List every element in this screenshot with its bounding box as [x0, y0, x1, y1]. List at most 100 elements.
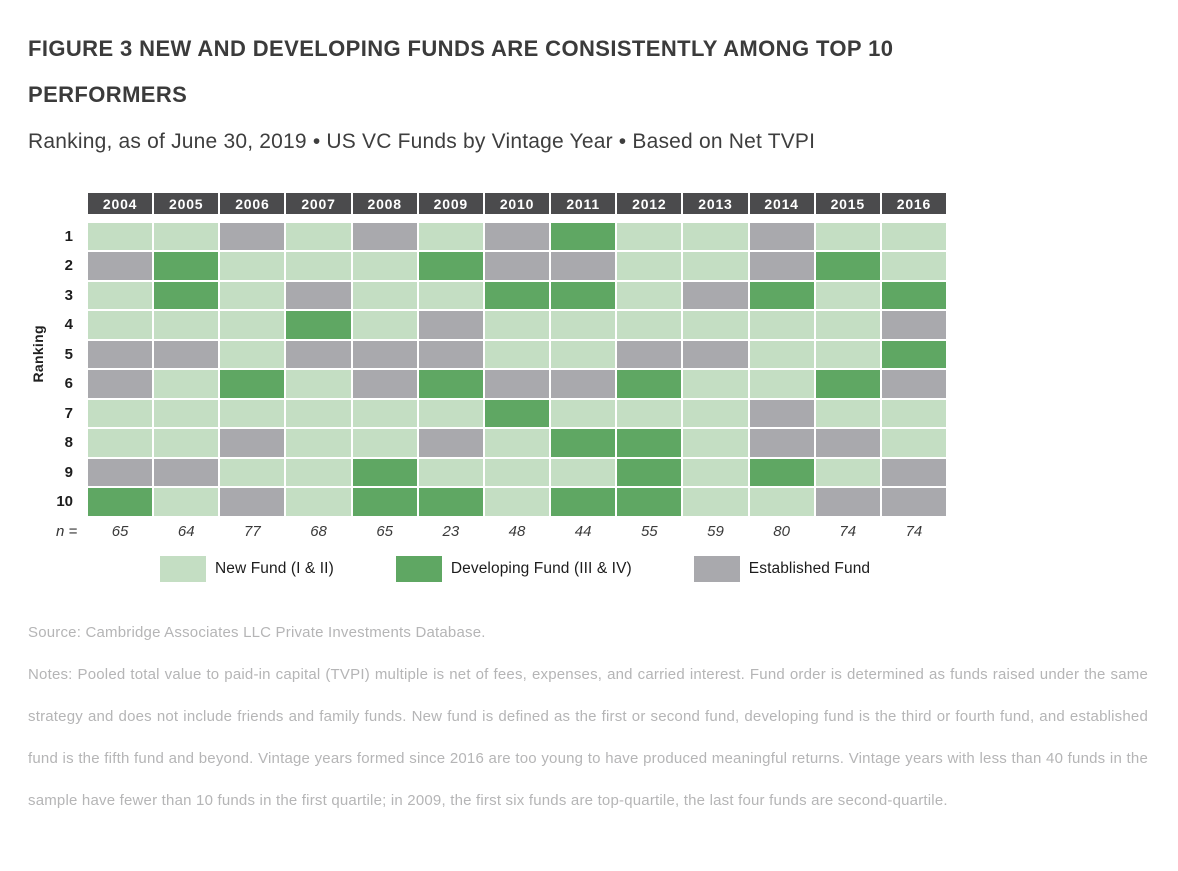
fund-rank-cell	[881, 222, 946, 250]
fund-rank-cell	[418, 458, 483, 486]
fund-rank-cell	[749, 429, 814, 457]
fund-rank-cell	[551, 370, 616, 398]
year-column-header: 2013	[683, 193, 748, 214]
year-column-header: 2014	[749, 193, 814, 214]
fund-rank-cell	[683, 488, 748, 516]
fund-rank-cell	[484, 222, 550, 250]
figure-subtitle: Ranking, as of June 30, 2019 • US VC Fun…	[28, 130, 816, 153]
fund-rank-cell	[749, 222, 814, 250]
n-value: 55	[640, 522, 658, 540]
legend: New Fund (I & II) Developing Fund (III & …	[160, 555, 1150, 582]
year-column-header: 2007	[286, 193, 351, 214]
fund-rank-cell	[88, 252, 153, 280]
fund-rank-cell	[551, 340, 616, 368]
fund-rank-cell	[418, 370, 483, 398]
n-value: 74	[905, 522, 923, 540]
fund-rank-cell	[881, 370, 946, 398]
fund-rank-cell	[286, 370, 351, 398]
rank-row-label: 2	[64, 257, 73, 275]
fund-rank-cell	[418, 429, 483, 457]
fund-rank-cell	[418, 222, 483, 250]
fund-rank-cell	[551, 458, 616, 486]
fund-rank-cell	[881, 281, 946, 309]
fund-rank-cell	[617, 488, 682, 516]
rank-row-label: 7	[64, 404, 73, 422]
fund-rank-cell	[220, 488, 285, 516]
fund-rank-cell	[286, 458, 351, 486]
year-column-header: 2016	[881, 193, 946, 214]
fund-rank-cell	[88, 311, 153, 339]
fund-rank-cell	[154, 222, 219, 250]
legend-label: New Fund (I & II)	[215, 559, 334, 577]
fund-rank-cell	[815, 252, 880, 280]
fund-rank-cell	[484, 370, 550, 398]
fund-rank-cell	[352, 281, 417, 309]
rank-row-label: 4	[64, 316, 73, 334]
rank-row-label: 8	[64, 434, 73, 452]
n-equals-label: n =	[56, 522, 78, 540]
fund-rank-cell	[418, 399, 483, 427]
heatmap-grid: 2004 2005 2006 2007 2008 2009 2010 2011 2012 2013…	[48, 193, 946, 516]
fund-rank-cell	[220, 281, 285, 309]
fund-rank-cell	[352, 429, 417, 457]
fund-rank-cell	[286, 399, 351, 427]
fund-rank-cell	[749, 281, 814, 309]
fund-rank-cell	[484, 429, 550, 457]
fund-rank-cell	[154, 370, 219, 398]
sample-size-row: n = 65 64 77 68 65 23 48 44 55 59 80 74 74	[48, 523, 1150, 540]
n-value: 80	[773, 522, 790, 540]
fund-rank-cell	[154, 311, 219, 339]
fund-rank-cell	[286, 488, 351, 516]
fund-rank-cell	[220, 222, 285, 250]
y-axis-label: Ranking	[30, 325, 46, 383]
fund-rank-cell	[154, 340, 219, 368]
fund-rank-cell	[220, 370, 285, 398]
fund-rank-cell	[815, 311, 880, 339]
fund-rank-cell	[551, 281, 616, 309]
fund-rank-cell	[352, 399, 417, 427]
fund-rank-cell	[352, 488, 417, 516]
fund-rank-cell	[220, 340, 285, 368]
n-value: 65	[376, 522, 394, 540]
fund-rank-cell	[749, 488, 814, 516]
fund-rank-cell	[683, 370, 748, 398]
fund-rank-cell	[551, 399, 616, 427]
fund-rank-cell	[617, 252, 682, 280]
fund-rank-cell	[617, 458, 682, 486]
fund-rank-cell	[88, 222, 153, 250]
year-column-header: 2009	[418, 193, 483, 214]
fund-rank-cell	[617, 370, 682, 398]
fund-rank-cell	[154, 252, 219, 280]
fund-rank-cell	[815, 222, 880, 250]
fund-rank-cell	[286, 311, 351, 339]
legend-item: Developing Fund (III & IV)	[395, 555, 632, 582]
rank-row-label: 6	[64, 375, 73, 393]
fund-rank-cell	[352, 252, 417, 280]
n-value: 44	[574, 522, 592, 540]
fund-rank-cell	[484, 281, 550, 309]
legend-swatch	[395, 555, 442, 582]
fund-rank-cell	[749, 252, 814, 280]
fund-rank-cell	[286, 429, 351, 457]
year-column-header: 2011	[551, 193, 616, 214]
fund-rank-cell	[617, 281, 682, 309]
n-values: 65 64 77 68 65 23 48 44 55 59 80 74 74	[88, 523, 946, 540]
fund-rank-cell	[815, 281, 880, 309]
fund-rank-cell	[418, 252, 483, 280]
fund-rank-cell	[154, 281, 219, 309]
fund-rank-cell	[220, 458, 285, 486]
fund-rank-cell	[881, 311, 946, 339]
fund-rank-cell	[881, 399, 946, 427]
fund-rank-cell	[749, 458, 814, 486]
fund-rank-cell	[88, 281, 153, 309]
fund-rank-cell	[352, 370, 417, 398]
fund-rank-cell	[352, 222, 417, 250]
fund-rank-cell	[551, 488, 616, 516]
fund-rank-cell	[88, 340, 153, 368]
fund-rank-cell	[286, 281, 351, 309]
fund-rank-cell	[88, 488, 153, 516]
year-column-header: 2004	[88, 193, 153, 214]
fund-rank-cell	[683, 340, 748, 368]
fund-rank-cell	[484, 252, 550, 280]
fund-rank-cell	[749, 370, 814, 398]
